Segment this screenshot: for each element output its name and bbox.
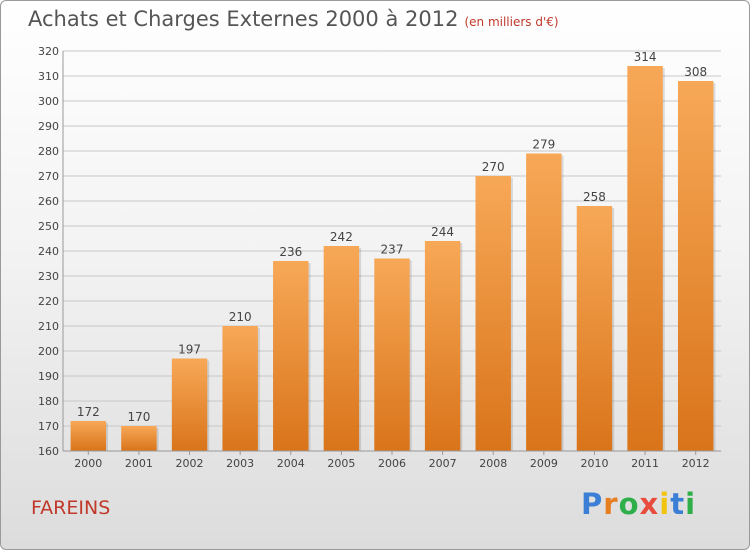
bar-value-label: 258 (583, 190, 606, 204)
bar-value-label: 170 (127, 410, 150, 424)
logo-letter: o (618, 487, 640, 521)
bar (677, 81, 714, 451)
bar-value-label: 197 (178, 343, 201, 357)
y-tick-label: 160 (38, 445, 59, 458)
x-tick-label: 2012 (682, 457, 710, 470)
y-tick-label: 310 (38, 70, 59, 83)
y-tick-label: 320 (38, 45, 59, 58)
y-tick-label: 190 (38, 370, 59, 383)
y-tick-label: 170 (38, 420, 59, 433)
bar (70, 421, 107, 451)
y-tick-label: 270 (38, 170, 59, 183)
bar (475, 176, 511, 451)
y-tick-label: 210 (38, 320, 59, 333)
x-tick-label: 2009 (530, 457, 558, 470)
bar (222, 326, 258, 451)
logo-letter: r (603, 487, 619, 521)
bar-value-label: 210 (229, 310, 252, 324)
y-tick-label: 180 (38, 395, 59, 408)
x-tick-label: 2002 (176, 457, 204, 470)
bar (171, 358, 208, 451)
y-tick-label: 300 (38, 95, 59, 108)
y-tick-label: 200 (38, 345, 59, 358)
bar (121, 426, 157, 451)
x-tick-label: 2001 (125, 457, 153, 470)
logo-letter: x (639, 487, 660, 521)
y-tick-label: 250 (38, 220, 59, 233)
bar-value-label: 237 (381, 243, 404, 257)
bar (374, 258, 410, 451)
y-tick-label: 290 (38, 120, 59, 133)
bar-value-label: 308 (684, 65, 707, 79)
bar (576, 206, 613, 451)
bar-value-label: 242 (330, 230, 353, 244)
logo-letter: i (685, 487, 697, 521)
proxiti-logo: Proxiti (581, 487, 696, 521)
y-tick-label: 230 (38, 270, 59, 283)
commune-name: FAREINS (31, 497, 111, 519)
x-tick-label: 2006 (378, 457, 406, 470)
bar-value-label: 236 (279, 245, 302, 259)
bar (323, 246, 360, 451)
bar (627, 66, 663, 451)
y-tick-label: 260 (38, 195, 59, 208)
x-tick-label: 2008 (479, 457, 507, 470)
x-tick-label: 2011 (631, 457, 659, 470)
y-tick-label: 240 (38, 245, 59, 258)
x-tick-label: 2010 (580, 457, 608, 470)
bar-value-label: 172 (77, 405, 100, 419)
x-tick-label: 2007 (429, 457, 457, 470)
bar-value-label: 279 (532, 138, 555, 152)
bar (273, 261, 309, 451)
chart-subtitle: (en milliers d'€) (464, 15, 559, 29)
x-tick-label: 2003 (226, 457, 254, 470)
chart-title-text: Achats et Charges Externes 2000 à 2012 (28, 7, 459, 31)
logo-letter: i (659, 487, 671, 521)
bar (526, 153, 562, 451)
x-tick-label: 2000 (74, 457, 102, 470)
x-tick-label: 2005 (327, 457, 355, 470)
y-tick-label: 280 (38, 145, 59, 158)
logo-letter: t (670, 487, 686, 521)
logo-letter: P (581, 487, 604, 521)
bar-value-label: 314 (634, 50, 657, 64)
y-tick-label: 220 (38, 295, 59, 308)
x-tick-label: 2004 (277, 457, 305, 470)
bar-value-label: 244 (431, 225, 454, 239)
bar (424, 241, 461, 451)
chart-title: Achats et Charges Externes 2000 à 2012 (e… (28, 7, 559, 31)
bar-value-label: 270 (482, 160, 505, 174)
